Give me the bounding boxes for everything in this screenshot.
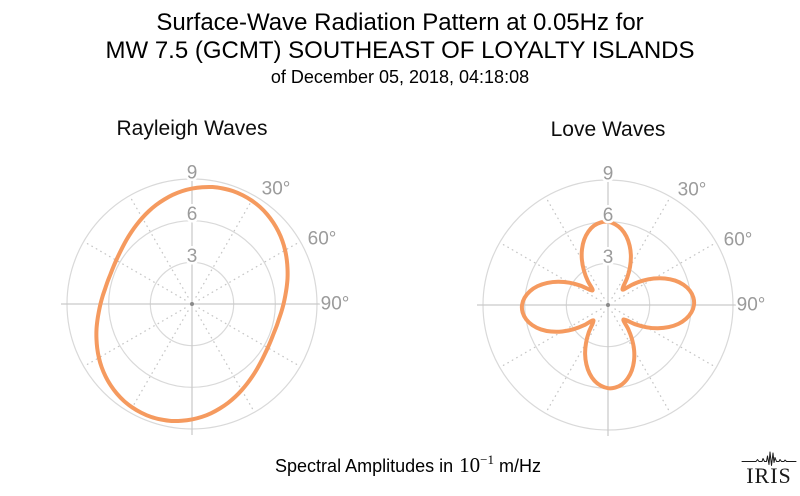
polar-grid-spoke <box>195 195 256 298</box>
radiation-pattern-curve <box>519 219 697 391</box>
r-tick-label: 6 <box>187 204 198 225</box>
r-tick-label: 3 <box>603 247 614 268</box>
love-chart-title: Love Waves <box>550 118 666 141</box>
love-polar-plot: 3 6 9 30° 60° 90° <box>477 161 768 436</box>
polar-grid-spoke <box>544 311 605 414</box>
polar-grid-spoke <box>499 308 602 369</box>
polar-grid-spoke <box>128 310 189 413</box>
theta-tick-label: 30° <box>678 180 707 201</box>
units-power-base: 10 <box>459 453 481 477</box>
figure-title-line2: MW 7.5 (GCMT) SOUTHEAST OF LOYALTY ISLAN… <box>105 37 695 64</box>
r-tick-label: 6 <box>603 205 614 226</box>
radiation-pattern-curve <box>94 184 290 424</box>
polar-grid-spoke <box>128 195 189 298</box>
polar-grid-spoke <box>83 240 186 301</box>
polar-grid-spoke <box>195 310 256 413</box>
iris-logo: IRIS <box>741 451 797 488</box>
figure-header: Surface-Wave Radiation Pattern at 0.05Hz… <box>0 9 800 88</box>
polar-center-dot <box>606 303 610 307</box>
units-power-exponent: −1 <box>480 452 494 467</box>
rayleigh-chart-title: Rayleigh Waves <box>116 117 268 140</box>
theta-tick-label: 90° <box>737 295 766 316</box>
polar-center-dot <box>190 302 194 306</box>
theta-tick-label: 30° <box>262 179 291 200</box>
polar-grid-spoke <box>611 196 672 299</box>
units-suffix: m/Hz <box>498 456 541 476</box>
theta-tick-label: 60° <box>308 229 337 250</box>
theta-tick-label: 90° <box>321 294 350 315</box>
seismogram-trace <box>741 451 797 466</box>
figure-title-line1: Surface-Wave Radiation Pattern at 0.05Hz… <box>156 9 644 36</box>
seismogram-icon <box>741 451 797 466</box>
units-prefix: Spectral Amplitudes in <box>275 456 454 476</box>
polar-grid-spoke <box>499 241 602 302</box>
polar-grid-spoke <box>198 307 301 368</box>
r-tick-label: 9 <box>187 163 198 184</box>
r-tick-label: 3 <box>187 246 198 267</box>
polar-grid-spoke <box>614 241 717 302</box>
r-tick-label: 9 <box>603 164 614 185</box>
rayleigh-polar-plot: 3 6 9 30° 60° 90° <box>61 160 352 435</box>
polar-grid-spoke <box>611 311 672 414</box>
polar-grid-spoke <box>544 196 605 299</box>
units-power: 10−1 <box>459 452 494 477</box>
figure-subtitle: of December 05, 2018, 04:18:08 <box>270 67 530 87</box>
polar-grid-spoke <box>614 308 717 369</box>
amplitude-units-label: Spectral Amplitudes in 10−1 m/Hz <box>108 452 708 478</box>
theta-tick-label: 60° <box>724 230 753 251</box>
iris-logo-text: IRIS <box>746 463 792 488</box>
